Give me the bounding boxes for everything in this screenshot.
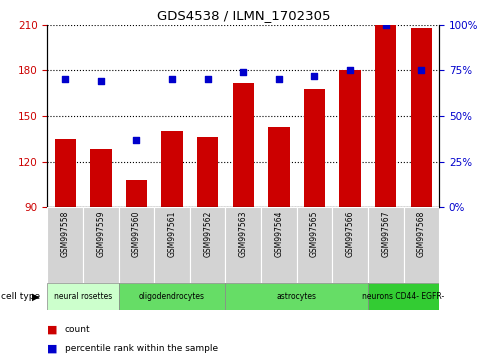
Bar (197, 137, 219, 207)
Bar (368, 283, 439, 310)
Bar (332, 207, 368, 283)
Title: GDS4538 / ILMN_1702305: GDS4538 / ILMN_1702305 (157, 9, 330, 22)
Point (204, 76, 212, 82)
Text: GSM997561: GSM997561 (168, 210, 177, 257)
Bar (268, 127, 289, 207)
Text: GSM997566: GSM997566 (346, 210, 355, 257)
Bar (190, 207, 226, 283)
Text: GSM997567: GSM997567 (381, 210, 390, 257)
Point (275, 76, 283, 82)
Text: neural rosettes: neural rosettes (54, 292, 112, 301)
Point (168, 76, 176, 82)
Point (132, 137, 140, 142)
Text: ■: ■ (47, 324, 58, 334)
Point (61, 76, 69, 82)
Text: percentile rank within the sample: percentile rank within the sample (65, 344, 218, 353)
Bar (226, 283, 368, 310)
Bar (47, 207, 83, 283)
Point (382, 22, 390, 28)
Bar (54, 139, 76, 207)
Bar (90, 149, 111, 207)
Text: GSM997565: GSM997565 (310, 210, 319, 257)
Text: neurons CD44- EGFR-: neurons CD44- EGFR- (362, 292, 445, 301)
Point (346, 68, 354, 73)
Bar (339, 70, 361, 207)
Bar (154, 207, 190, 283)
Bar (297, 207, 332, 283)
Text: GSM997563: GSM997563 (239, 210, 248, 257)
Text: GSM997559: GSM997559 (96, 210, 105, 257)
Point (97, 79, 105, 84)
Bar (83, 207, 119, 283)
Text: GSM997562: GSM997562 (203, 210, 212, 257)
Text: GSM997568: GSM997568 (417, 210, 426, 257)
Bar (226, 207, 261, 283)
Bar (261, 207, 297, 283)
Bar (404, 207, 439, 283)
Text: oligodendrocytes: oligodendrocytes (139, 292, 205, 301)
Text: cell type: cell type (1, 292, 40, 301)
Text: GSM997558: GSM997558 (61, 210, 70, 257)
Bar (304, 88, 325, 207)
Text: GSM997560: GSM997560 (132, 210, 141, 257)
Bar (47, 283, 119, 310)
Text: ■: ■ (47, 344, 58, 354)
Text: GSM997564: GSM997564 (274, 210, 283, 257)
Bar (126, 180, 147, 207)
Bar (375, 25, 396, 207)
Bar (368, 207, 404, 283)
Bar (119, 207, 154, 283)
Bar (119, 283, 226, 310)
Text: count: count (65, 325, 90, 334)
Bar (161, 131, 183, 207)
Text: ▶: ▶ (32, 291, 40, 302)
Bar (233, 82, 254, 207)
Point (240, 69, 248, 75)
Point (417, 68, 425, 73)
Point (310, 73, 318, 79)
Text: astrocytes: astrocytes (276, 292, 317, 301)
Bar (411, 28, 432, 207)
